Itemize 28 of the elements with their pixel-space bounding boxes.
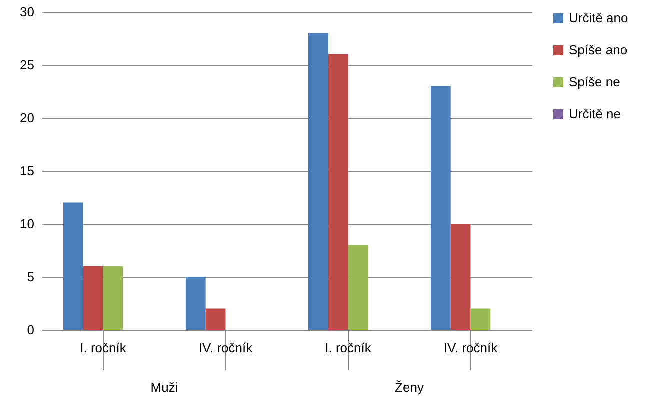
- y-tick-label: 0: [27, 322, 34, 338]
- y-tick-label: 10: [20, 216, 34, 232]
- text: Muži: [150, 380, 178, 395]
- y-tick-label: 20: [20, 110, 34, 126]
- bar: [186, 277, 206, 330]
- y-tick-label: 30: [20, 4, 34, 20]
- bar: [348, 245, 368, 330]
- x-tick-label: IV. ročník: [444, 340, 498, 356]
- bar: [470, 308, 491, 330]
- y-tick-label: 5: [27, 270, 34, 284]
- legend-label: Spíše ne: [569, 74, 620, 90]
- legend-label: Určitě ano: [569, 10, 628, 26]
- x-tick-label: IV. ročník: [198, 340, 254, 356]
- bar: [206, 308, 226, 330]
- y-tick-label: 25: [20, 58, 34, 72]
- bar: [63, 202, 84, 330]
- legend-label: Spíše ano: [569, 42, 628, 58]
- y-tick-label: 15: [20, 164, 34, 178]
- bar: [103, 266, 124, 330]
- x-tick-label: I. ročník: [80, 340, 127, 356]
- x-tick-label: I. ročník: [325, 340, 372, 356]
- bar: [328, 54, 348, 330]
- bar: [430, 86, 451, 330]
- legend-label: Určitě ne: [569, 106, 622, 122]
- bar: [83, 266, 104, 330]
- text: Ženy: [395, 380, 424, 395]
- bar: [450, 224, 471, 330]
- bar: [308, 33, 328, 330]
